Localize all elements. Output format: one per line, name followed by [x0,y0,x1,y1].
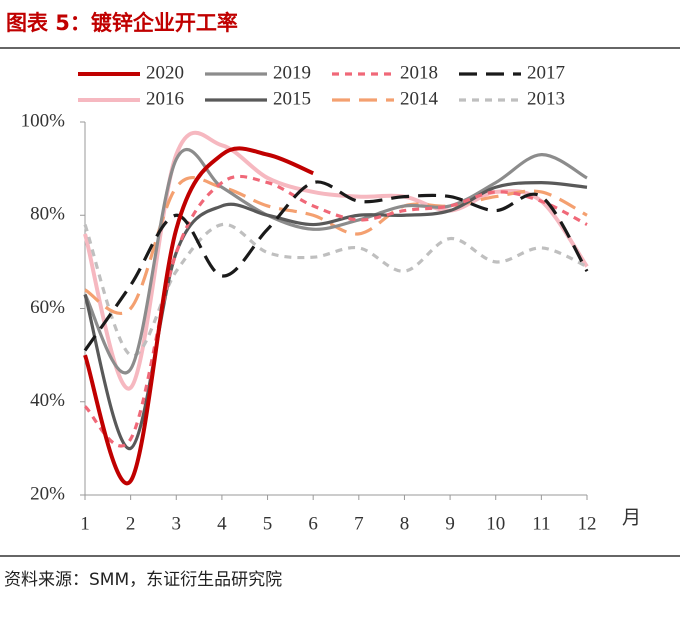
x-tick-label: 2 [126,513,136,534]
series-line [83,148,588,375]
y-tick-label: 60% [30,297,65,318]
y-tick-label: 20% [30,483,65,504]
y-tick-label: 40% [30,390,65,411]
legend-label: 2013 [527,88,565,109]
legend-label: 2020 [146,62,184,83]
legend-label: 2015 [273,88,311,109]
x-tick-label: 6 [308,513,318,534]
x-tick-label: 11 [532,513,550,534]
legend-label: 2019 [273,62,311,83]
legend-label: 2018 [400,62,438,83]
y-tick-label: 80% [30,204,65,225]
x-tick-label: 3 [172,513,182,534]
x-tick-label: 7 [354,513,364,534]
series-line [83,180,589,352]
y-tick-label: 100% [21,110,66,131]
chart-title: 图表 5：镀锌企业开工率 [6,11,238,35]
legend-label: 2017 [527,62,565,83]
series-line [84,175,588,315]
x-tick-label: 8 [400,513,410,534]
series-line [83,146,314,486]
source: 资料来源：SMM，东证衍生品研究院 [4,570,282,590]
x-tick-label: 10 [486,513,505,534]
legend-label: 2016 [146,88,184,109]
x-tick-label: 4 [217,513,227,534]
x-axis-label: 月 [622,507,641,529]
series-line [83,181,588,450]
x-tick-label: 12 [578,513,597,534]
x-tick-label: 9 [445,513,455,534]
legend-label: 2014 [400,88,439,109]
series-line [83,222,588,358]
x-tick-label: 5 [263,513,273,534]
series-line [83,174,588,448]
x-tick-label: 1 [80,513,90,534]
series-line [83,130,589,391]
